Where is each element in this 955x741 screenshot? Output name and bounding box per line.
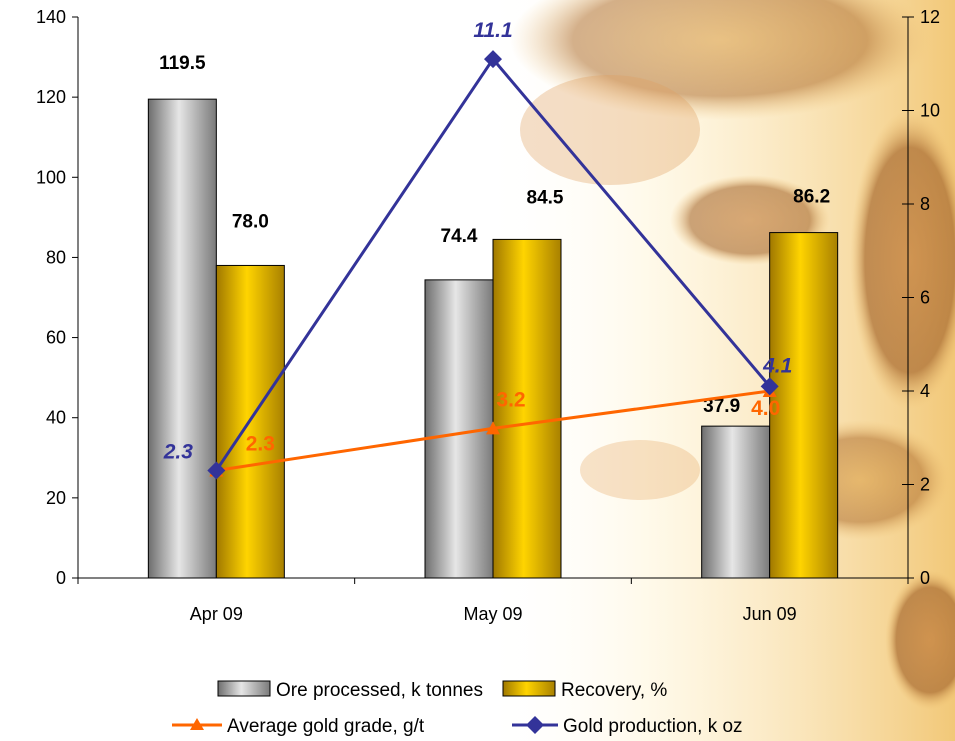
- right-tick-label: 8: [920, 194, 930, 214]
- gold-production-label: 4.1: [762, 354, 792, 377]
- bar-labels: 119.5 74.4 37.9 78.0 84.5 86.2: [159, 53, 830, 417]
- gold-production-point: [207, 461, 226, 480]
- left-tick-label: 20: [46, 488, 66, 508]
- bar-ore-processed: [147, 98, 217, 579]
- legend-label-ore: Ore processed, k tonnes: [276, 680, 483, 701]
- x-axis-ticks: Apr 09 May 09 Jun 09: [77, 578, 909, 624]
- bar-value-label: 74.4: [441, 226, 478, 247]
- bar-ore-processed: [701, 425, 771, 579]
- legend-label-grade: Average gold grade, g/t: [227, 716, 425, 737]
- average-grade-label: 3.2: [496, 388, 525, 411]
- left-axis-ticks: 0 20 40 60 80 100 120 140: [36, 7, 78, 588]
- bar-value-label: 84.5: [527, 187, 564, 208]
- x-tick-label: Jun 09: [743, 604, 797, 624]
- right-tick-label: 6: [920, 288, 930, 308]
- left-tick-label: 100: [36, 167, 66, 187]
- left-tick-label: 140: [36, 7, 66, 27]
- gold-production-label: 2.3: [163, 440, 194, 463]
- left-tick-label: 40: [46, 408, 66, 428]
- average-grade-label: 2.3: [246, 432, 275, 455]
- right-tick-label: 10: [920, 101, 940, 121]
- legend-label-production: Gold production, k oz: [563, 716, 743, 737]
- average-grade-point: [486, 421, 500, 435]
- bar-value-label: 37.9: [703, 396, 740, 417]
- bars: [147, 98, 839, 579]
- right-tick-label: 4: [920, 381, 930, 401]
- left-tick-label: 60: [46, 328, 66, 348]
- right-tick-label: 0: [920, 568, 930, 588]
- legend-marker-production: [526, 716, 544, 734]
- legend-marker-grade: [190, 718, 204, 730]
- left-tick-label: 0: [56, 568, 66, 588]
- right-tick-label: 2: [920, 475, 930, 495]
- x-tick-label: May 09: [463, 604, 522, 624]
- right-axis-ticks: 0 2 4 6 8 10 12: [902, 7, 940, 588]
- gold-production-point: [760, 377, 779, 396]
- bar-recovery: [769, 232, 839, 579]
- legend-swatch-ore: [217, 680, 271, 697]
- bar-value-label: 119.5: [159, 53, 206, 74]
- legend-swatch-recovery: [502, 680, 556, 697]
- bar-recovery: [492, 238, 562, 579]
- left-tick-label: 80: [46, 247, 66, 267]
- average-grade-label: 4.0: [751, 397, 780, 420]
- left-tick-label: 120: [36, 87, 66, 107]
- x-tick-label: Apr 09: [190, 604, 243, 624]
- gold-production-label: 11.1: [473, 19, 512, 42]
- line-labels: 2.3 3.2 4.0 2.3 11.1 4.1: [163, 19, 793, 463]
- lines: [207, 50, 779, 480]
- bar-value-label: 78.0: [232, 211, 269, 232]
- legend: Ore processed, k tonnes Recovery, % Averag…: [172, 680, 743, 737]
- right-tick-label: 12: [920, 7, 940, 27]
- bar-value-label: 86.2: [793, 187, 830, 208]
- legend-label-recovery: Recovery, %: [561, 680, 667, 701]
- gold-production-point: [484, 50, 502, 69]
